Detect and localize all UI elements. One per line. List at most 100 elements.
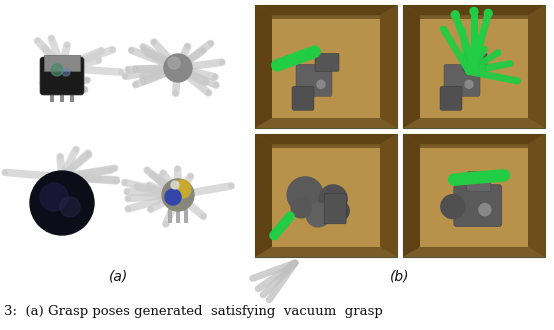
- Circle shape: [130, 48, 134, 52]
- Polygon shape: [403, 134, 545, 144]
- Polygon shape: [380, 134, 397, 257]
- Bar: [184, 209, 188, 223]
- Circle shape: [306, 203, 330, 227]
- Circle shape: [95, 176, 100, 181]
- Polygon shape: [403, 134, 420, 257]
- Bar: [60, 92, 64, 102]
- Circle shape: [141, 75, 145, 79]
- Circle shape: [220, 60, 224, 64]
- FancyBboxPatch shape: [296, 64, 332, 96]
- Bar: [403, 134, 545, 257]
- Circle shape: [201, 214, 206, 218]
- Circle shape: [65, 43, 69, 47]
- Circle shape: [451, 11, 459, 19]
- Circle shape: [496, 50, 500, 55]
- Circle shape: [141, 45, 145, 49]
- FancyBboxPatch shape: [292, 86, 314, 110]
- Circle shape: [173, 91, 178, 95]
- Circle shape: [208, 41, 213, 46]
- Circle shape: [85, 78, 89, 82]
- Text: 3:  (a) Grasp poses generated  satisfying  vacuum  grasp: 3: (a) Grasp poses generated satisfying …: [4, 305, 383, 318]
- Circle shape: [164, 54, 192, 82]
- Circle shape: [470, 8, 478, 16]
- Bar: [3, 3, 235, 262]
- Circle shape: [201, 49, 205, 53]
- Circle shape: [134, 82, 138, 87]
- Bar: [50, 92, 54, 102]
- Circle shape: [164, 222, 168, 226]
- Bar: [272, 18, 380, 118]
- Bar: [403, 5, 545, 128]
- Circle shape: [168, 57, 180, 69]
- FancyBboxPatch shape: [440, 86, 462, 110]
- Circle shape: [114, 178, 119, 182]
- Circle shape: [508, 61, 512, 66]
- Circle shape: [291, 198, 311, 218]
- Circle shape: [135, 184, 140, 189]
- Circle shape: [68, 71, 72, 75]
- Polygon shape: [528, 134, 545, 257]
- Circle shape: [96, 58, 101, 62]
- Circle shape: [83, 88, 87, 92]
- FancyBboxPatch shape: [454, 185, 502, 227]
- Circle shape: [176, 167, 180, 171]
- Circle shape: [40, 183, 68, 211]
- Circle shape: [114, 179, 119, 183]
- Circle shape: [58, 154, 63, 159]
- Bar: [420, 148, 528, 247]
- Polygon shape: [403, 5, 545, 15]
- Circle shape: [123, 74, 127, 79]
- Circle shape: [484, 9, 493, 17]
- Polygon shape: [403, 5, 420, 128]
- Circle shape: [86, 151, 90, 155]
- Circle shape: [62, 68, 70, 76]
- Circle shape: [35, 39, 40, 43]
- Circle shape: [86, 152, 91, 157]
- Circle shape: [145, 168, 150, 172]
- Polygon shape: [255, 5, 397, 15]
- Circle shape: [141, 79, 146, 83]
- Circle shape: [3, 170, 7, 175]
- Circle shape: [119, 70, 123, 74]
- Text: (a): (a): [109, 270, 129, 284]
- Circle shape: [185, 44, 189, 49]
- Circle shape: [110, 48, 115, 52]
- Circle shape: [482, 47, 487, 51]
- Polygon shape: [380, 5, 397, 128]
- Circle shape: [152, 40, 156, 44]
- Circle shape: [60, 197, 80, 217]
- Circle shape: [108, 168, 112, 172]
- Bar: [420, 18, 528, 118]
- Circle shape: [99, 49, 104, 53]
- Circle shape: [148, 207, 153, 212]
- Circle shape: [41, 81, 45, 85]
- Circle shape: [162, 179, 194, 211]
- Circle shape: [206, 90, 211, 95]
- Bar: [255, 134, 397, 257]
- Circle shape: [188, 174, 193, 179]
- Circle shape: [42, 46, 47, 50]
- Circle shape: [475, 36, 479, 40]
- Circle shape: [441, 27, 446, 31]
- FancyBboxPatch shape: [315, 53, 339, 71]
- Circle shape: [142, 48, 147, 52]
- Polygon shape: [255, 134, 272, 257]
- Circle shape: [74, 147, 78, 152]
- Circle shape: [133, 67, 137, 71]
- Circle shape: [126, 207, 131, 211]
- Circle shape: [147, 183, 151, 187]
- Bar: [272, 148, 380, 247]
- Circle shape: [203, 80, 208, 84]
- Circle shape: [173, 180, 191, 198]
- Circle shape: [171, 181, 179, 189]
- FancyBboxPatch shape: [467, 172, 491, 192]
- FancyBboxPatch shape: [463, 53, 487, 71]
- Circle shape: [317, 80, 325, 88]
- Polygon shape: [255, 5, 272, 128]
- Circle shape: [51, 64, 63, 76]
- Circle shape: [479, 204, 491, 215]
- Circle shape: [150, 173, 155, 177]
- Circle shape: [126, 67, 130, 72]
- Circle shape: [287, 177, 323, 213]
- Circle shape: [229, 184, 233, 188]
